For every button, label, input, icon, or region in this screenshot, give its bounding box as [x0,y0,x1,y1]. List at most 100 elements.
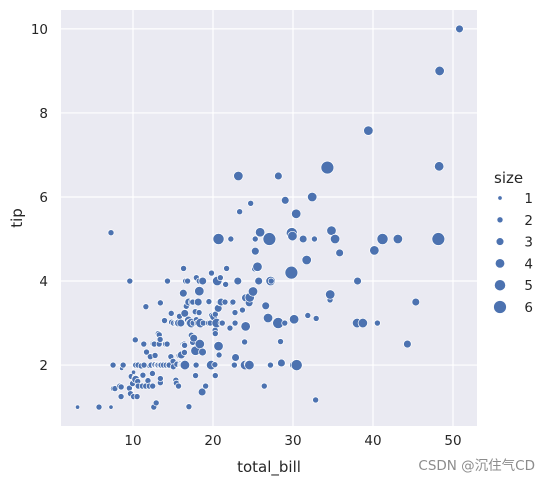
data-point [221,298,229,306]
data-point [208,269,215,277]
data-point [156,299,164,307]
legend-label: 4 [524,256,533,272]
data-point [261,301,270,311]
data-point [230,361,238,369]
data-point [95,403,103,411]
data-point [233,276,243,286]
data-point [291,208,302,219]
data-point [247,286,259,297]
data-point [222,280,230,288]
data-point [431,232,446,246]
data-point [140,340,148,348]
tick-labels: 10 20 30 40 50 2 4 6 8 10 [31,22,462,449]
legend: size 1 2 3 4 5 6 [493,169,533,316]
data-point [239,306,246,314]
data-point [108,404,114,410]
data-point [260,382,268,390]
data-point [180,265,187,272]
data-point [298,234,308,244]
legend-title: size [494,169,523,187]
data-points [75,24,464,411]
data-point [213,341,224,352]
data-point [195,309,203,316]
y-tick-label: 6 [39,190,48,206]
data-point [252,261,263,272]
data-point [284,265,299,280]
watermark: CSDN @沉住气CD [418,458,535,474]
data-point [290,359,303,372]
data-point [280,196,290,205]
data-point [374,319,381,327]
data-point [109,361,117,369]
data-point [304,312,312,319]
data-point [311,235,318,243]
data-point [218,319,226,327]
data-point [231,309,239,316]
data-point [161,317,168,324]
data-point [251,235,259,243]
data-point [277,358,286,368]
data-point [312,396,320,404]
legend-label: 2 [524,213,533,229]
data-point [180,309,190,318]
data-point [281,319,289,327]
data-point [149,370,156,377]
data-point [205,298,213,306]
data-point [255,227,266,238]
y-tick-label: 2 [39,358,48,374]
legend-marker [497,195,503,201]
legend-marker [496,216,504,224]
data-point [274,171,283,181]
data-point [194,286,205,297]
data-point [320,160,335,175]
data-point [131,336,139,344]
data-point [312,315,320,322]
data-point [119,361,127,369]
legend-marker [495,237,505,246]
data-point [287,230,298,242]
data-point [411,297,421,307]
data-point [307,191,318,203]
legend-marker [493,300,507,314]
y-tick-label: 10 [31,22,48,38]
legend-marker [494,258,506,269]
data-point [229,298,237,306]
data-point [144,377,152,385]
data-point [176,318,186,328]
data-point [175,382,182,390]
y-tick-label: 8 [39,106,48,122]
data-point [262,312,274,324]
data-point [211,330,219,337]
data-point [193,297,203,307]
data-point [149,382,157,390]
data-point [233,170,244,182]
data-point [262,232,277,246]
data-point [152,399,160,407]
data-point [142,303,150,311]
data-point [236,208,244,216]
data-point [181,349,188,356]
data-point [211,361,219,369]
data-point [133,393,141,400]
legend-label: 5 [524,278,533,294]
data-point [117,393,125,400]
data-point [198,276,207,286]
data-point [189,333,198,343]
data-point [455,24,464,34]
data-point [329,233,341,245]
data-point [75,404,81,410]
data-point [227,235,235,243]
data-point [126,277,134,285]
data-point [117,383,125,391]
data-point [212,233,225,245]
data-point [353,276,362,286]
data-point [181,341,189,349]
data-point [267,277,275,285]
y-axis-label: tip [8,208,26,228]
x-axis-label: total_bill [237,458,301,477]
data-point [434,65,445,77]
data-point [215,351,223,359]
data-point [179,359,191,371]
data-point [244,359,255,371]
